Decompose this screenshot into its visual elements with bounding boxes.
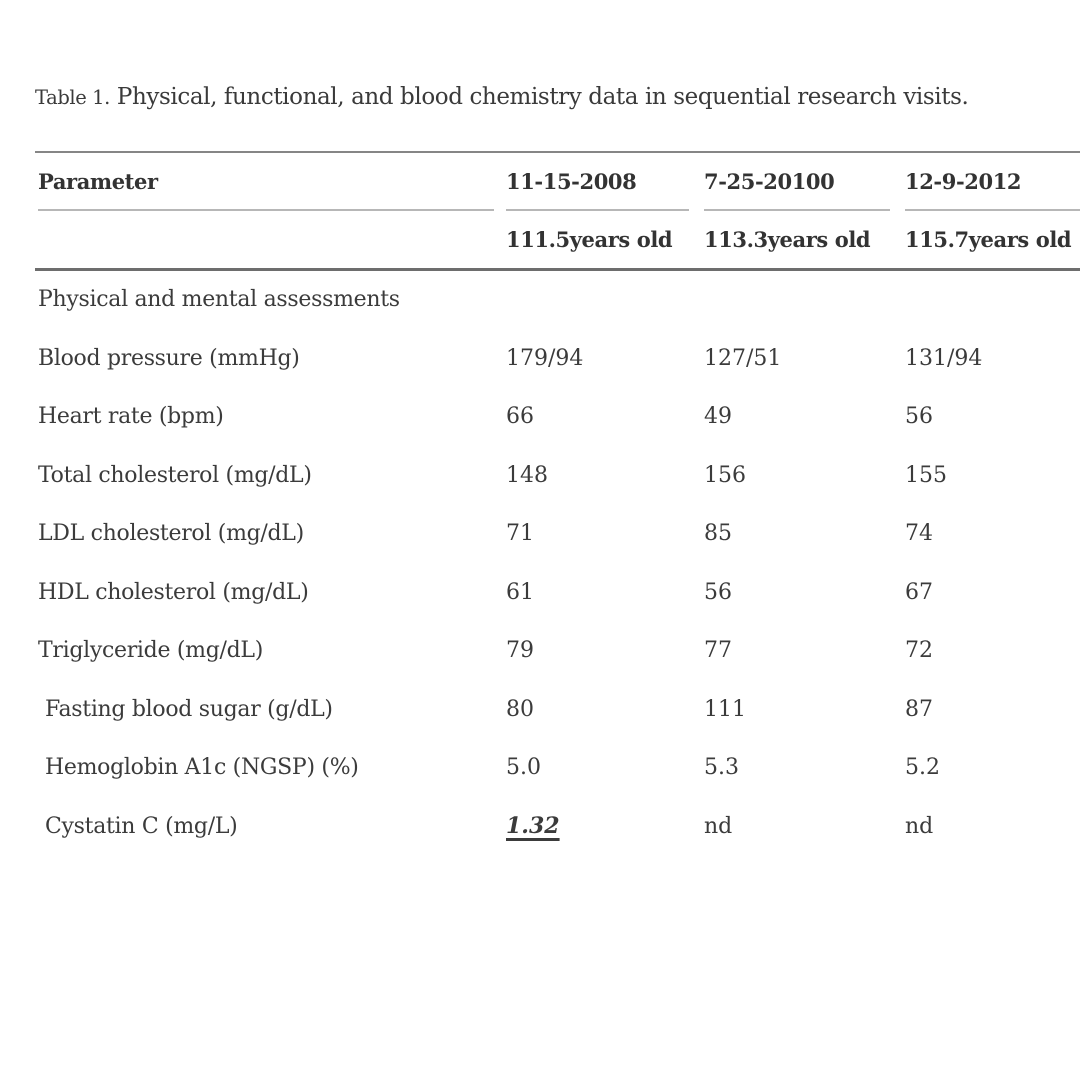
header-divider-col2 [704, 209, 890, 211]
header-divider-col1 [506, 209, 689, 211]
table-row: Triglyceride (mg/dL) 79 77 72 [35, 622, 1080, 681]
cell-value-emphasized: 1.32 [506, 813, 560, 840]
cell-value: 5.0 [506, 755, 541, 781]
cell-value: 61 [506, 579, 534, 605]
cell-value: 80 [506, 696, 534, 722]
cell-value: 5.2 [905, 755, 940, 781]
param-label: Heart rate (bpm) [38, 404, 224, 430]
age-label-2: 113.3years old [704, 227, 871, 252]
param-label: HDL cholesterol (mg/dL) [38, 579, 309, 605]
cell-value: 56 [704, 579, 732, 605]
cell-value: 131/94 [905, 345, 983, 371]
header-bottom-rule [35, 268, 1080, 271]
column-header-date-2: 7-25-20100 [704, 168, 835, 194]
section-row: Physical and mental assessments [35, 271, 1080, 330]
table-row: LDL cholesterol (mg/dL) 71 85 74 [35, 505, 1080, 564]
table-top-rule [35, 151, 1080, 153]
param-label: LDL cholesterol (mg/dL) [38, 521, 304, 547]
cell-value: 66 [506, 404, 534, 430]
cell-value: 148 [506, 462, 548, 488]
table-row: HDL cholesterol (mg/dL) 61 56 67 [35, 563, 1080, 622]
table-row: Fasting blood sugar (g/dL) 80 111 87 [35, 680, 1080, 739]
cell-value: 179/94 [506, 345, 584, 371]
header-divider-col3 [905, 209, 1080, 211]
param-label: Fasting blood sugar (g/dL) [45, 696, 333, 722]
cell-value: 71 [506, 521, 534, 547]
age-label-1: 111.5years old [506, 227, 673, 252]
table-caption: Table 1. Physical, functional, and blood… [35, 84, 1045, 110]
cell-value: nd [905, 813, 934, 839]
cell-value: 155 [905, 462, 947, 488]
column-header-parameter: Parameter [38, 168, 158, 194]
cell-value: 111 [704, 696, 746, 722]
param-label: Hemoglobin A1c (NGSP) (%) [45, 755, 359, 781]
cell-value: nd [704, 813, 733, 839]
cell-value: 49 [704, 404, 732, 430]
cell-value: 67 [905, 579, 933, 605]
header-divider-parameter [38, 209, 494, 211]
table-row: Total cholesterol (mg/dL) 148 156 155 [35, 446, 1080, 505]
table-header-row: Parameter 11-15-2008 7-25-20100 12-9-201… [35, 153, 1080, 209]
table-row: Cystatin C (mg/L) 1.32 nd nd [35, 797, 1080, 856]
cell-value: 72 [905, 638, 933, 664]
age-label-3: 115.7years old [905, 227, 1072, 252]
section-header: Physical and mental assessments [38, 287, 400, 313]
cell-value: 5.3 [704, 755, 739, 781]
cell-value: 85 [704, 521, 732, 547]
cell-value: 156 [704, 462, 746, 488]
column-header-date-1: 11-15-2008 [506, 168, 637, 194]
table-row: Blood pressure (mmHg) 179/94 127/51 131/… [35, 329, 1080, 388]
cell-value: 77 [704, 638, 732, 664]
cell-value: 56 [905, 404, 933, 430]
cell-value: 127/51 [704, 345, 782, 371]
param-label: Blood pressure (mmHg) [38, 345, 300, 371]
table-subheader-row: 111.5years old 113.3years old 115.7years… [35, 211, 1080, 268]
table-row: Heart rate (bpm) 66 49 56 [35, 388, 1080, 447]
cell-value: 87 [905, 696, 933, 722]
table-row: Hemoglobin A1c (NGSP) (%) 5.0 5.3 5.2 [35, 739, 1080, 798]
column-header-date-3: 12-9-2012 [905, 168, 1022, 194]
cell-value: 79 [506, 638, 534, 664]
param-label: Triglyceride (mg/dL) [38, 638, 263, 664]
param-label: Total cholesterol (mg/dL) [38, 462, 312, 488]
table-caption-label: Table 1. [35, 86, 110, 109]
cell-value: 74 [905, 521, 933, 547]
header-divider-row [35, 209, 1080, 211]
data-table: Parameter 11-15-2008 7-25-20100 12-9-201… [35, 151, 1080, 856]
table-caption-text: Physical, functional, and blood chemistr… [109, 84, 969, 110]
param-label: Cystatin C (mg/L) [45, 813, 238, 839]
